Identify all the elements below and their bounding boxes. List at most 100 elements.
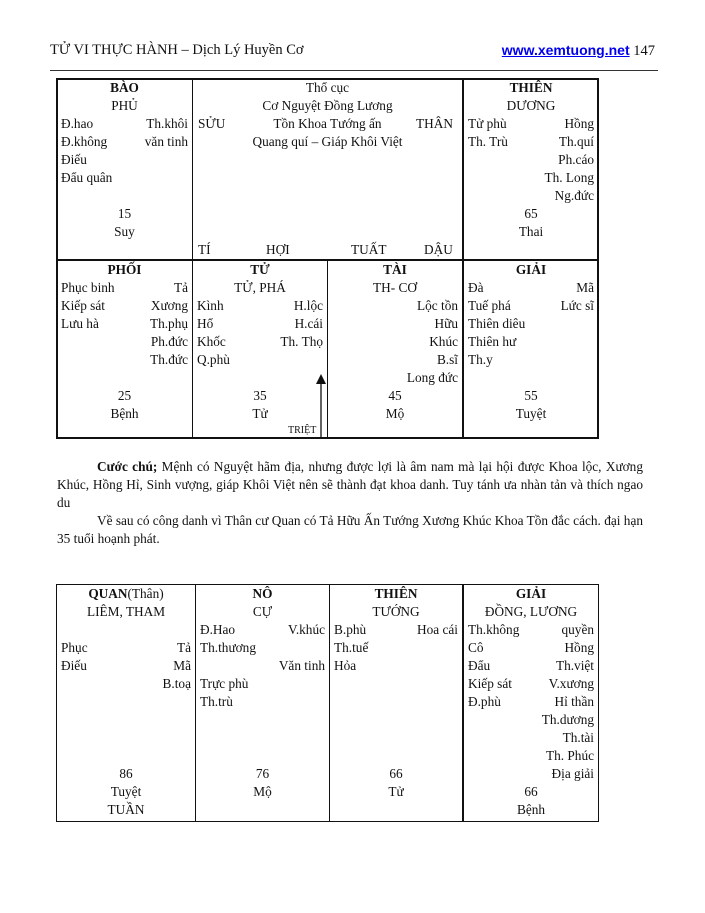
cell-line [61, 693, 191, 711]
star-right: Hồng [564, 640, 594, 655]
cell-line: Địa giải [468, 765, 594, 783]
running-header-right: www.xemtuong.net 147 [502, 42, 655, 60]
star-right: văn tinh [144, 134, 188, 149]
cell-line: Kiếp sát V.xương [468, 675, 594, 693]
star-right: Tả [176, 640, 191, 655]
star-left: Đà [468, 280, 484, 295]
cell-text: TH- CƠ [373, 280, 417, 295]
cell-line: PHỦ [61, 97, 188, 115]
cell-line: Đ.Hao V.khúc [200, 621, 325, 639]
cell-text: TƯỚNG [372, 604, 420, 619]
cell-line: Mộ [200, 783, 325, 801]
cell-line: Th. Trù Th.quí [468, 133, 594, 151]
cell-line: B.phù Hoa cái [334, 621, 458, 639]
cell-line: TH- CƠ [332, 279, 458, 297]
palace-cell: THIÊN TƯỚNG B.phù Hoa cái Th.tuế Hỏa 66 Tử [330, 585, 462, 801]
star-right: Th.phụ [149, 316, 188, 331]
cell-text: Bệnh [516, 802, 546, 817]
cell-line: Thai [468, 223, 594, 241]
running-header-title: TỬ VI THỰC HÀNH – Dịch Lý Huyền Cơ [50, 42, 304, 58]
branch-label: HỢI [266, 242, 290, 257]
star-left: Th. Trù [468, 134, 508, 149]
cell-text: 15 [117, 206, 132, 221]
branch-label: THÂN [416, 116, 453, 131]
star-right: Hồng [564, 116, 594, 131]
page-number: 147 [633, 43, 655, 59]
cell-line: NÔ [200, 585, 325, 603]
cell-line: Q.phù [197, 351, 323, 369]
cell-text: Tuyệt [515, 406, 547, 421]
cell-line: PHỐI [61, 261, 188, 279]
cell-line: Khốc Th. Thọ [197, 333, 323, 351]
palace-cell: NÔ CỰ Đ.Hao V.khúc Th.thương Văn tinh Trực phù… [196, 585, 329, 801]
star-left: Đ.không [61, 134, 108, 149]
star-left: Th.y [468, 352, 493, 367]
cell-line: TỬ [197, 261, 323, 279]
cell-line: Long đức [332, 369, 458, 387]
divider [195, 584, 196, 822]
star-left: Cô [468, 640, 484, 655]
star-left: Q.phù [197, 352, 230, 367]
header-rule [50, 70, 658, 71]
branch-label: TUẤT [351, 242, 387, 257]
site-link[interactable]: www.xemtuong.net [501, 42, 630, 58]
star-left: Kiếp sát [468, 676, 512, 691]
cell-text: 55 [524, 388, 538, 403]
palace-cell: BÀO PHỦ Đ.hao Th.khôi Đ.không văn tinh Điếu Đẩu… [57, 79, 192, 241]
star-right: Th.đức [150, 352, 188, 367]
cell-line: Phục binh Tả [61, 279, 188, 297]
cell-text: 66 [389, 766, 403, 781]
star-right: quyền [561, 622, 595, 637]
cell-line: Đ.hao Th.khôi [61, 115, 188, 133]
cell-line: Suy [61, 223, 188, 241]
cell-line: 45 [332, 387, 458, 405]
cell-text: (Thân) [127, 586, 164, 601]
cell-text: 86 [119, 766, 133, 781]
cell-line: B.toạ [61, 675, 191, 693]
cell-line: 15 [61, 205, 188, 223]
commentary-label: Cước chú; [97, 459, 158, 474]
star-left: Tử phù [468, 116, 507, 131]
cell-line: ĐỒNG, LƯƠNG [468, 603, 594, 621]
cell-line: Phục Tả [61, 639, 191, 657]
cell-line: Bệnh [468, 801, 594, 819]
cell-line: Ng.đức [468, 187, 594, 205]
cell-line: 25 [61, 387, 188, 405]
cell-line: Th. Phúc [468, 747, 594, 765]
star-right: B.sĩ [436, 352, 458, 367]
cell-text: CỰ [252, 604, 273, 619]
palace-title: PHỐI [107, 262, 142, 277]
cell-line: Thiên diêu [468, 315, 594, 333]
divider [462, 78, 464, 439]
palace-title: QUAN [88, 586, 128, 601]
star-right: Ph.đức [150, 334, 188, 349]
cell-text: TỬ, PHÁ [234, 280, 286, 295]
cell-text: LIÊM, THAM [86, 604, 166, 619]
cell-line: 55 [468, 387, 594, 405]
cell-line: Ph.đức [61, 333, 188, 351]
star-left: Th.không [468, 622, 520, 637]
cell-text: Tử [388, 784, 404, 799]
star-right: Ph.cáo [558, 152, 594, 167]
center-line: Quang quí – Giáp Khôi Việt [252, 134, 403, 149]
cell-line [468, 369, 594, 387]
cell-line [61, 187, 188, 205]
palace-cell: TỬ TỬ, PHÁ Kình H.lộc Hổ H.cái Khốc Th. Thọ Q.ph… [193, 261, 327, 423]
center-line: Thổ cục [305, 80, 350, 95]
cell-line [61, 729, 191, 747]
cell-line: Th.không quyền [468, 621, 594, 639]
cell-line [61, 711, 191, 729]
cell-line: 76 [200, 765, 325, 783]
cell-line: 66 [334, 765, 458, 783]
palace-cell: PHỐI Phục binh Tả Kiếp sát Xương Lưu hà Th.phụ… [57, 261, 192, 423]
divider [329, 584, 330, 822]
palace-title: NÔ [252, 586, 273, 601]
palace-title: BÀO [110, 80, 139, 95]
commentary-text: Mệnh có Nguyệt hãm địa, nhưng được lợi l… [57, 459, 643, 510]
cell-line: Ph.cáo [468, 151, 594, 169]
cell-line: Th.thương [200, 639, 325, 657]
palace-title: THIÊN [509, 80, 553, 95]
palace-cell: THIÊN DƯƠNG Tử phù Hồng Th. Trù Th.quí Ph.cáo T… [464, 79, 598, 241]
star-left: Đ.phù [468, 694, 501, 709]
cell-line [200, 747, 325, 765]
